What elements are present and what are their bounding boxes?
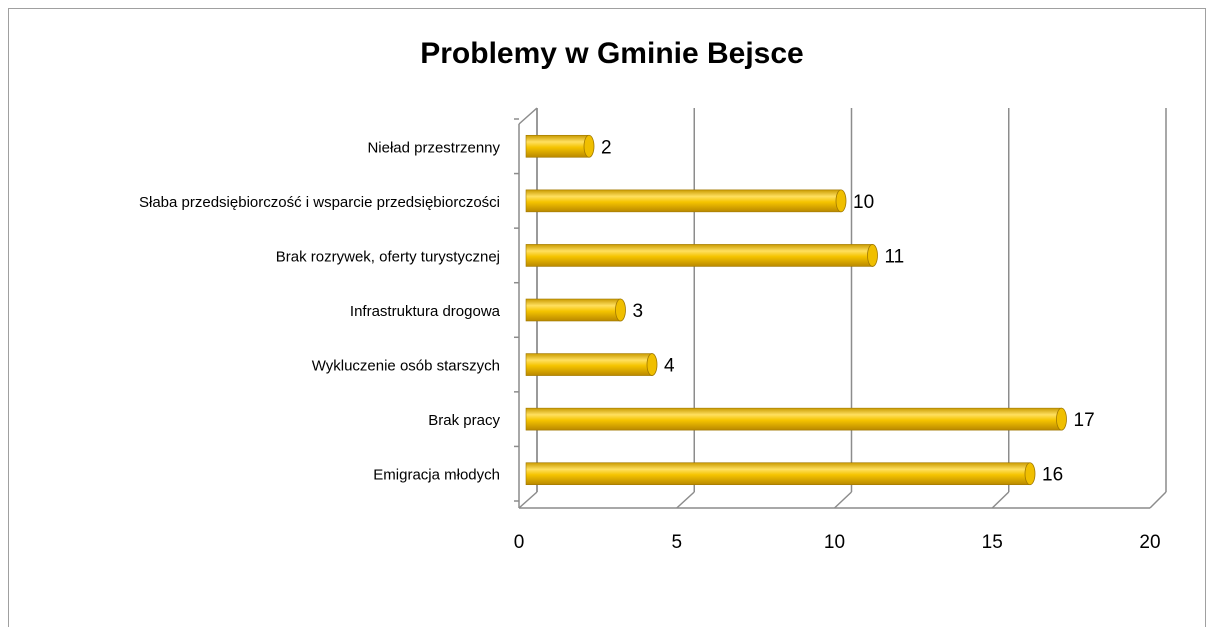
bar-cap bbox=[1024, 462, 1036, 486]
y-tick-label: Słaba przedsiębiorczość i wsparcie przed… bbox=[139, 194, 500, 211]
grid-line bbox=[833, 491, 853, 509]
value-label: 11 bbox=[885, 246, 905, 267]
value-label: 3 bbox=[633, 301, 644, 322]
grid-line bbox=[518, 491, 538, 509]
bar-cap bbox=[835, 189, 847, 213]
y-tick-label: Infrastruktura drogowa bbox=[350, 303, 501, 320]
bar-cap bbox=[615, 298, 626, 322]
x-tick-label: 15 bbox=[982, 532, 1003, 553]
axis-edge bbox=[518, 107, 538, 125]
x-tick-label: 0 bbox=[514, 532, 525, 553]
x-tick-label: 10 bbox=[824, 532, 845, 553]
value-label: 10 bbox=[853, 192, 874, 213]
bar-cap bbox=[867, 244, 878, 267]
x-tick-label: 20 bbox=[1139, 532, 1160, 553]
grid-line bbox=[676, 491, 695, 509]
chart-title: Problemy w Gminie Bejsce bbox=[420, 37, 803, 70]
bar bbox=[525, 298, 621, 322]
bar-cap bbox=[646, 353, 658, 376]
bar bbox=[525, 353, 653, 376]
value-label: 2 bbox=[601, 137, 612, 158]
bar bbox=[525, 407, 1062, 431]
x-tick-label: 5 bbox=[671, 532, 682, 553]
bar bbox=[525, 244, 873, 267]
grid-line bbox=[1149, 491, 1167, 509]
bar bbox=[525, 189, 842, 213]
bar bbox=[525, 134, 590, 158]
y-tick-label: Wykluczenie osób starszych bbox=[312, 358, 500, 375]
y-tick-label: Brak pracy bbox=[428, 412, 500, 429]
bar-cap bbox=[583, 134, 595, 158]
bar bbox=[525, 462, 1031, 486]
y-tick-label: Nieład przestrzenny bbox=[367, 139, 500, 156]
value-label: 16 bbox=[1042, 465, 1063, 486]
y-tick-label: Brak rozrywek, oferty turystycznej bbox=[276, 248, 500, 265]
y-tick-label: Emigracja młodych bbox=[373, 467, 500, 484]
grid-line bbox=[991, 491, 1010, 509]
chart-border bbox=[8, 8, 1206, 627]
value-label: 4 bbox=[664, 356, 675, 377]
value-label: 17 bbox=[1074, 410, 1095, 431]
bar-cap bbox=[1056, 407, 1067, 431]
